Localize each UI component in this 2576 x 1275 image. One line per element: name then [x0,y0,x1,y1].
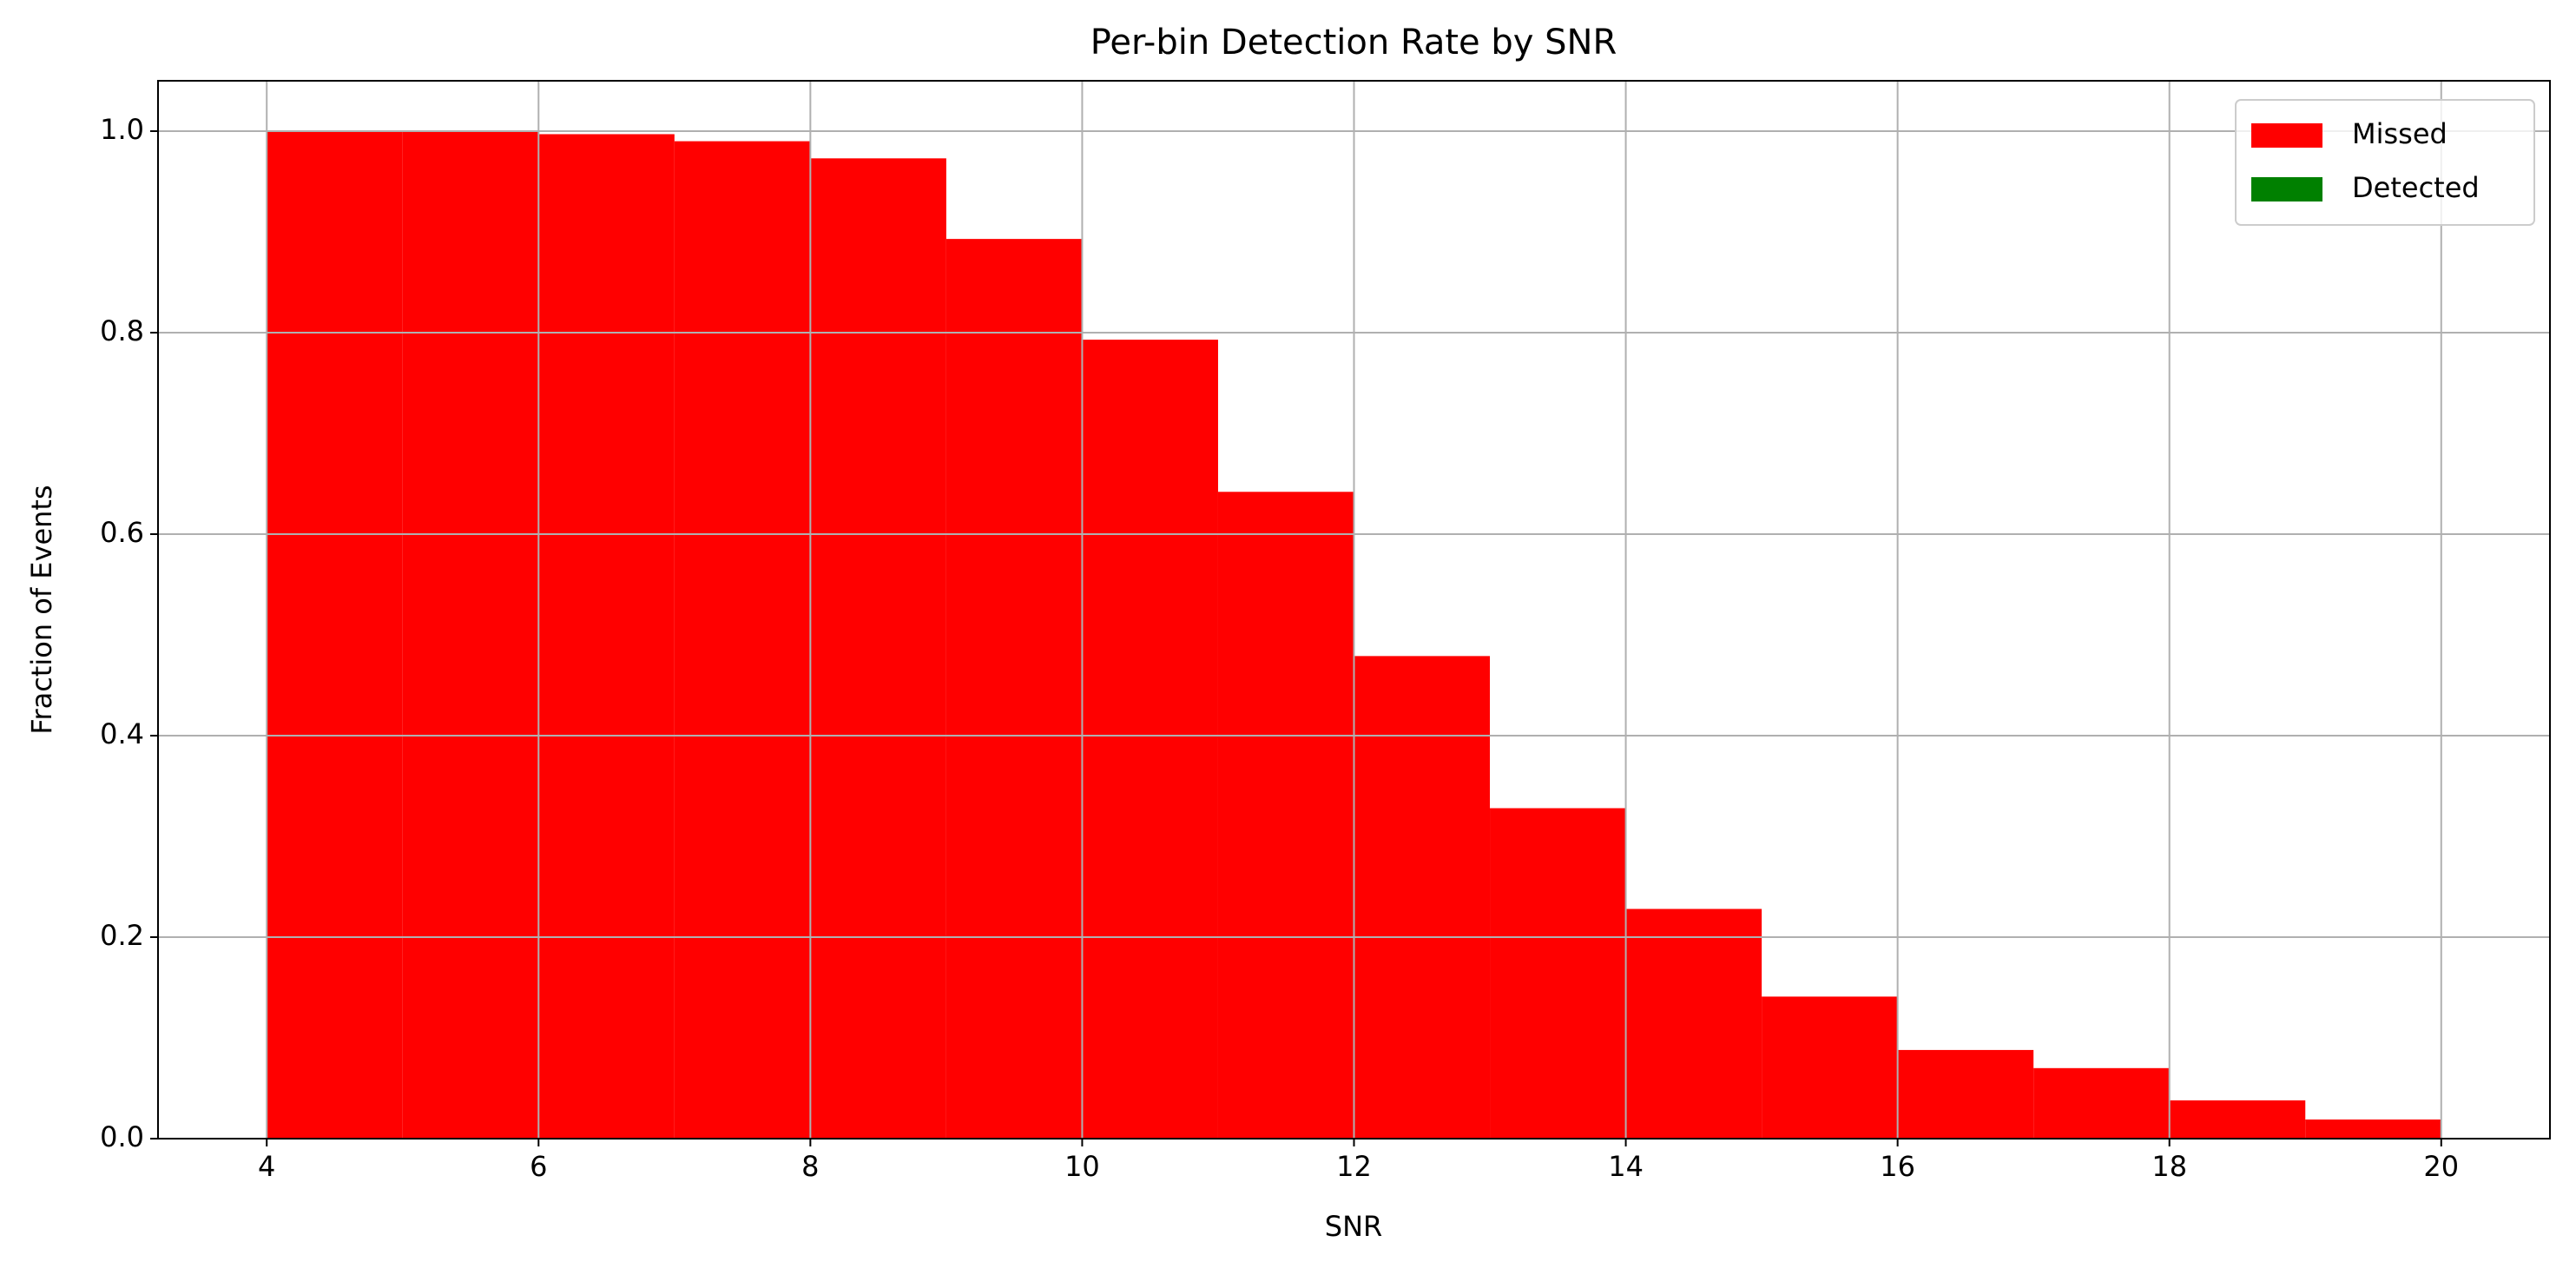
x-tick-label: 14 [1608,1150,1644,1183]
y-axis-label: Fraction of Events [25,485,58,734]
x-tick-label: 18 [2151,1150,2187,1183]
bar [1354,656,1491,1139]
bar [2169,1100,2306,1139]
y-tick-label: 0.2 [100,919,144,952]
bar [538,134,675,1140]
x-tick-label: 4 [258,1150,275,1183]
x-tick-label: 10 [1064,1150,1100,1183]
bar [2033,1067,2170,1139]
bar [1897,1049,2034,1139]
bar [945,239,1083,1139]
y-tick-label: 0.6 [100,516,144,549]
bar [1217,492,1354,1139]
bar [1762,996,1898,1139]
bar [810,158,946,1139]
y-tick-label: 0.8 [100,314,144,347]
x-tick-label: 20 [2423,1150,2459,1183]
legend-swatch [2251,123,2322,148]
x-tick-label: 12 [1336,1150,1372,1183]
legend-label: Detected [2352,171,2480,204]
x-axis-label: SNR [1325,1210,1382,1243]
x-tick-label: 16 [1880,1150,1915,1183]
x-tick-label: 6 [530,1150,547,1183]
legend-label: Missed [2352,117,2448,150]
bar [1082,340,1218,1139]
chart-title: Per-bin Detection Rate by SNR [1090,23,1617,63]
plot-frame [157,80,2551,1140]
y-tick-label: 1.0 [100,113,144,146]
y-tick-label: 0.0 [100,1120,144,1153]
legend-swatch [2251,177,2322,201]
y-tick-label: 0.4 [100,717,144,750]
bar [267,131,403,1139]
bar [1625,908,1762,1139]
x-tick-label: 8 [801,1150,819,1183]
bar [402,131,539,1139]
bar [2305,1119,2441,1139]
bar [1490,808,1626,1139]
bar [674,141,811,1140]
